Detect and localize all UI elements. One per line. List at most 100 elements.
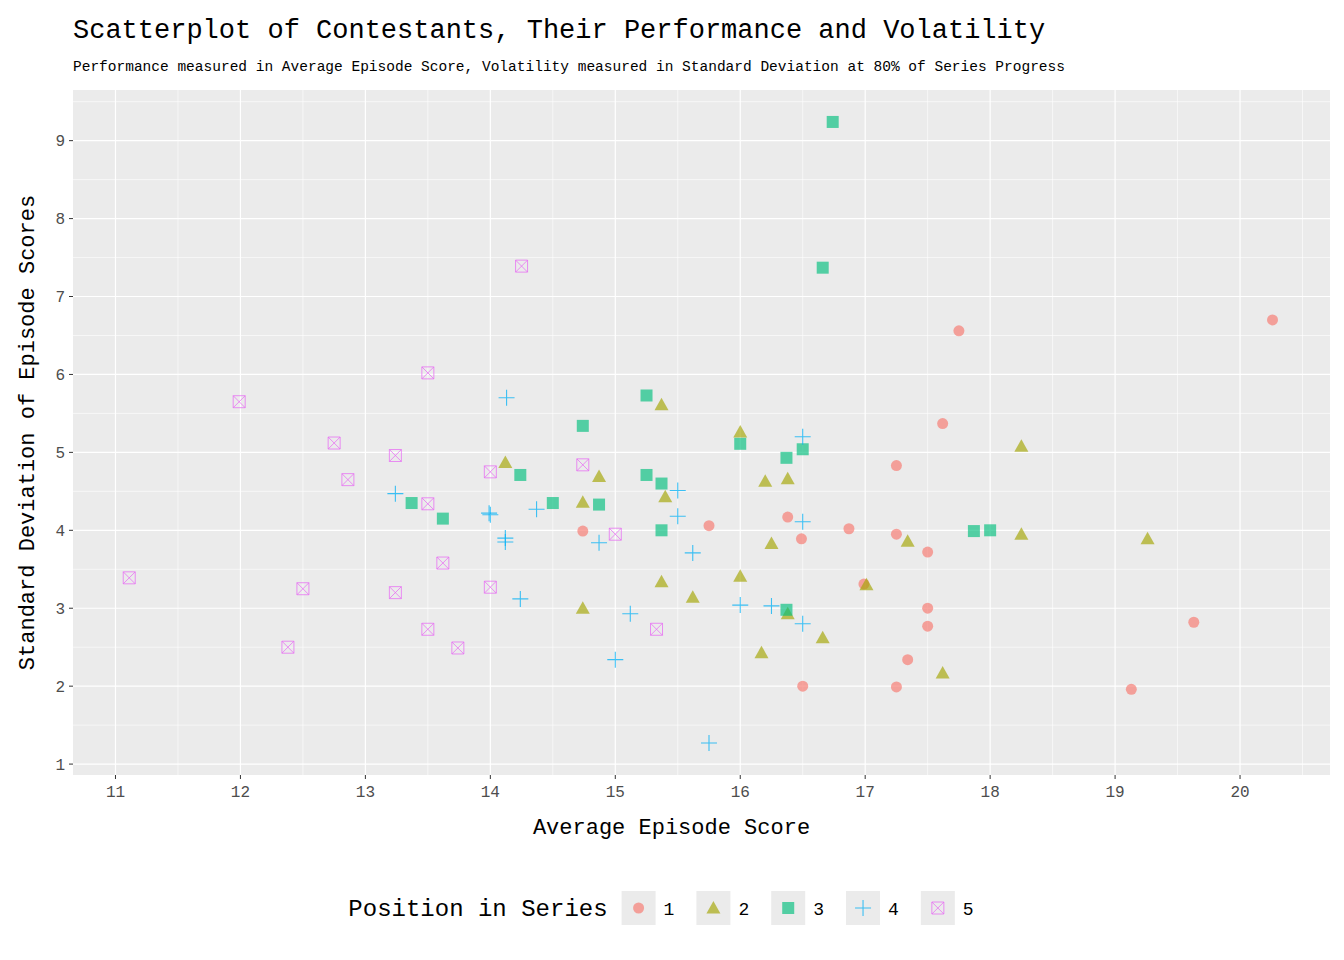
grid-line bbox=[1114, 90, 1115, 775]
point bbox=[576, 495, 590, 508]
point bbox=[656, 478, 668, 490]
point bbox=[922, 621, 933, 632]
point bbox=[655, 575, 669, 588]
point bbox=[891, 529, 902, 540]
point bbox=[498, 456, 512, 469]
tick-label: 20 bbox=[1230, 784, 1249, 802]
tick-label: 14 bbox=[481, 784, 500, 802]
tick-label: 6 bbox=[55, 367, 65, 385]
point bbox=[817, 262, 829, 274]
point bbox=[701, 735, 717, 751]
grid-line bbox=[73, 530, 1330, 531]
minor-grid bbox=[73, 647, 1330, 648]
grid-line bbox=[73, 140, 1330, 141]
legend-label: 4 bbox=[888, 900, 899, 920]
legend-key bbox=[696, 891, 730, 925]
tick-label: 2 bbox=[55, 679, 65, 697]
legend-key bbox=[771, 891, 805, 925]
minor-grid bbox=[552, 90, 553, 775]
point bbox=[1014, 527, 1028, 540]
point bbox=[656, 524, 668, 536]
point bbox=[922, 547, 933, 558]
point bbox=[389, 449, 401, 461]
grid-line bbox=[73, 763, 1330, 764]
point bbox=[651, 623, 663, 635]
legend-marker bbox=[932, 902, 944, 914]
point bbox=[795, 616, 811, 632]
point bbox=[670, 508, 686, 524]
point bbox=[422, 498, 434, 510]
point bbox=[891, 681, 902, 692]
point bbox=[782, 512, 793, 523]
tick-label: 11 bbox=[106, 784, 125, 802]
minor-grid bbox=[1302, 90, 1303, 775]
point bbox=[437, 557, 449, 569]
point bbox=[484, 466, 496, 478]
minor-grid bbox=[73, 257, 1330, 258]
point bbox=[797, 443, 809, 455]
point bbox=[233, 396, 245, 408]
point bbox=[437, 513, 449, 525]
tick-label: 5 bbox=[55, 445, 65, 463]
chart: Scatterplot of Contestants, Their Perfor… bbox=[0, 0, 1344, 960]
point bbox=[389, 587, 401, 599]
point bbox=[577, 420, 589, 432]
background bbox=[0, 0, 1344, 960]
grid-line bbox=[73, 296, 1330, 297]
grid-line bbox=[365, 90, 366, 775]
point bbox=[859, 578, 873, 591]
point bbox=[641, 389, 653, 401]
point bbox=[481, 505, 497, 521]
point bbox=[387, 486, 403, 502]
point bbox=[685, 545, 701, 561]
grid-line bbox=[615, 90, 616, 775]
plot-background bbox=[73, 90, 1330, 775]
point bbox=[658, 490, 672, 503]
point bbox=[547, 497, 559, 509]
point bbox=[497, 534, 513, 550]
legend-marker bbox=[633, 903, 644, 914]
grid-line bbox=[115, 90, 116, 775]
point bbox=[734, 438, 746, 450]
point bbox=[984, 524, 996, 536]
grid-line bbox=[990, 90, 991, 775]
minor-grid bbox=[73, 101, 1330, 102]
tick bbox=[69, 452, 73, 453]
point bbox=[422, 367, 434, 379]
minor-grid bbox=[73, 335, 1330, 336]
legend-label: 2 bbox=[738, 900, 749, 920]
grid-line bbox=[73, 452, 1330, 453]
legend-marker bbox=[782, 902, 794, 914]
tick-label: 7 bbox=[55, 289, 65, 307]
tick bbox=[865, 775, 866, 779]
minor-grid bbox=[73, 491, 1330, 492]
point bbox=[297, 583, 309, 595]
grid-line bbox=[73, 218, 1330, 219]
grid-line bbox=[73, 374, 1330, 375]
tick bbox=[69, 764, 73, 765]
minor-grid bbox=[73, 725, 1330, 726]
point bbox=[529, 501, 545, 517]
point bbox=[733, 425, 747, 438]
tick bbox=[1240, 775, 1241, 779]
tick bbox=[365, 775, 366, 779]
tick-label: 18 bbox=[981, 784, 1000, 802]
point bbox=[1014, 439, 1028, 452]
grid-line bbox=[865, 90, 866, 775]
legend-label: 5 bbox=[963, 900, 974, 920]
point bbox=[609, 528, 621, 540]
point bbox=[282, 641, 294, 653]
point bbox=[780, 604, 792, 616]
minor-grid bbox=[1177, 90, 1178, 775]
legend-key bbox=[846, 891, 880, 925]
point bbox=[968, 525, 980, 537]
grid-line bbox=[240, 90, 241, 775]
tick-label: 8 bbox=[55, 211, 65, 229]
tick bbox=[240, 775, 241, 779]
point bbox=[843, 523, 854, 534]
tick bbox=[69, 686, 73, 687]
minor-grid bbox=[73, 569, 1330, 570]
point bbox=[1126, 684, 1137, 695]
title: Scatterplot of Contestants, Their Perfor… bbox=[73, 16, 1045, 46]
point bbox=[576, 601, 590, 614]
